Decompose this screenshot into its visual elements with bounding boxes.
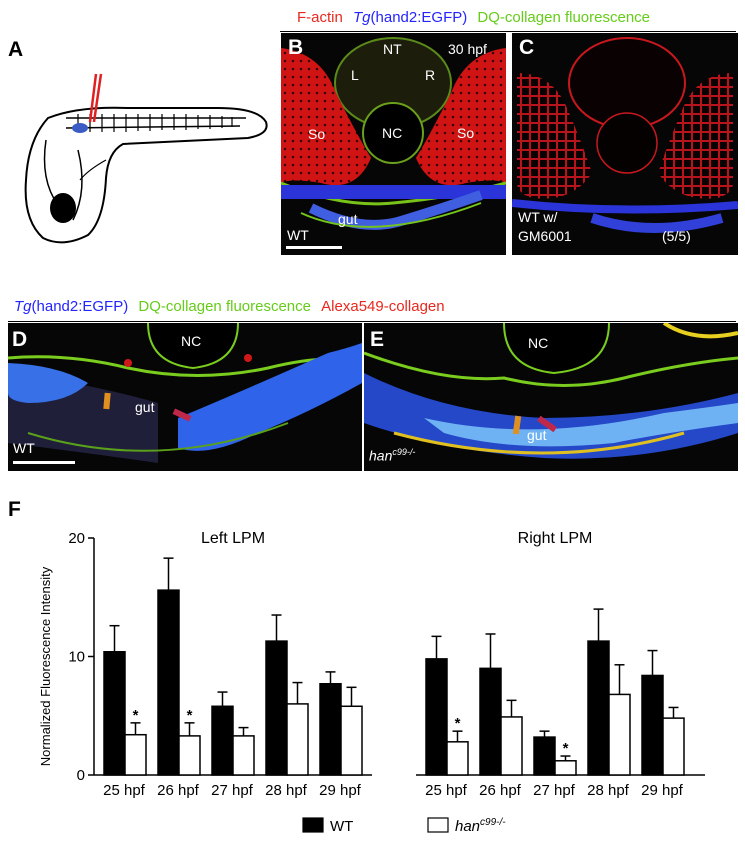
label-wt: WT <box>287 227 309 243</box>
panel-b-letter: B <box>288 36 304 59</box>
x-tick-label: 25 hpf <box>103 782 146 799</box>
legend-swatch-wt <box>302 817 324 833</box>
label-gm6001: GM6001 <box>518 228 572 244</box>
legend-tg-rest: (hand2:EGFP) <box>370 9 468 26</box>
bar-wt <box>265 640 288 776</box>
y-tick-label: 10 <box>68 649 85 666</box>
y-tick-label: 0 <box>77 767 85 784</box>
label-d-gut: gut <box>135 399 155 415</box>
bar-han <box>662 717 685 776</box>
panel-c-letter: C <box>519 36 535 59</box>
legend-label-wt: WT <box>330 818 353 835</box>
label-wt-w: WT w/ <box>518 209 558 225</box>
bar-wt <box>103 651 126 776</box>
zebrafish-embryo-diagram <box>24 73 268 244</box>
label-e-gut: gut <box>527 427 547 443</box>
bar-han <box>124 733 147 776</box>
label-e-nc: NC <box>528 335 549 351</box>
mid-tg-italic: Tg <box>14 298 32 315</box>
bar-han <box>232 735 255 776</box>
label-d-wt: WT <box>13 440 35 456</box>
bar-han <box>286 703 309 776</box>
header-mid: Tg(hand2:EGFP) DQ-collagen fluorescence … <box>14 298 445 315</box>
label-d-nc: NC <box>181 333 202 349</box>
x-tick-label: 26 hpf <box>479 782 522 799</box>
bar-han <box>446 741 469 776</box>
label-nt: NT <box>383 41 402 57</box>
x-tick-label: 26 hpf <box>157 782 200 799</box>
bar-wt <box>319 683 342 776</box>
label-e-han: hanc99-/- <box>369 447 416 464</box>
label-so-right: So <box>457 125 475 141</box>
panel-d-letter: D <box>12 328 28 351</box>
bar-wt <box>479 667 502 776</box>
x-tick-label: 28 hpf <box>265 782 308 799</box>
micrograph-panel-e: NC gut hanc99-/- <box>364 323 738 471</box>
x-tick-label: 25 hpf <box>425 782 468 799</box>
label-nc: NC <box>382 125 403 141</box>
bar-wt <box>533 736 556 776</box>
scale-bar-d <box>13 461 75 464</box>
header-rule-top <box>280 31 736 32</box>
label-l: L <box>351 67 359 83</box>
x-tick-label: 28 hpf <box>587 782 630 799</box>
legend-f-actin: F-actin <box>297 9 343 26</box>
header-top: F-actin Tg(hand2:EGFP) DQ-collagen fluor… <box>297 9 650 26</box>
significance-star: * <box>187 707 193 724</box>
bar-han <box>554 760 577 776</box>
bar-han <box>178 735 201 776</box>
bar-wt <box>641 674 664 776</box>
micrograph-panel-d: NC gut WT <box>8 323 362 471</box>
label-r: R <box>425 67 436 83</box>
legend-dq-collagen: DQ-collagen fluorescence <box>477 9 651 26</box>
x-tick-label: 27 hpf <box>533 782 576 799</box>
y-tick-label: 20 <box>68 530 85 547</box>
x-tick-label: 29 hpf <box>641 782 684 799</box>
bar-han <box>340 705 363 776</box>
header-rule-mid <box>8 321 736 322</box>
bar-wt <box>211 705 234 776</box>
bar-chart: 0 10 20 Normalized Fluorescence Intensity Le… <box>38 530 705 835</box>
group-title: Left LPM <box>201 530 265 547</box>
legend-label-han: hanc99-/- <box>455 817 506 835</box>
significance-star: * <box>455 715 461 732</box>
panel-f-letter: F <box>8 498 21 521</box>
label-so-left: So <box>308 126 326 142</box>
micrograph-panel-c: WT w/ GM6001 (5/5) <box>512 33 738 255</box>
group-title: Right LPM <box>518 530 593 547</box>
bar-han <box>608 693 631 776</box>
bar-wt <box>157 589 180 776</box>
panel-e-letter: E <box>370 328 385 351</box>
legend-tg-italic: Tg <box>353 9 371 26</box>
significance-star: * <box>133 707 139 724</box>
panel-a-letter: A <box>8 38 24 61</box>
bar-han <box>500 716 523 776</box>
label-gut: gut <box>338 211 358 227</box>
label-count: (5/5) <box>662 228 691 244</box>
mid-dq-collagen: DQ-collagen fluorescence <box>138 298 311 315</box>
mid-alexa-collagen: Alexa549-collagen <box>321 298 445 315</box>
scale-bar <box>286 246 342 249</box>
y-axis-label: Normalized Fluorescence Intensity <box>38 566 53 766</box>
x-tick-label: 27 hpf <box>211 782 254 799</box>
label-hpf: 30 hpf <box>448 41 487 57</box>
micrograph-panel-b: NT 30 hpf L R NC So So gut WT <box>281 33 506 255</box>
bar-wt <box>587 640 610 776</box>
significance-star: * <box>563 740 569 757</box>
mid-tg-rest: (hand2:EGFP) <box>31 298 129 315</box>
bar-wt <box>425 658 448 776</box>
x-tick-label: 29 hpf <box>319 782 362 799</box>
legend-swatch-han <box>427 817 449 833</box>
